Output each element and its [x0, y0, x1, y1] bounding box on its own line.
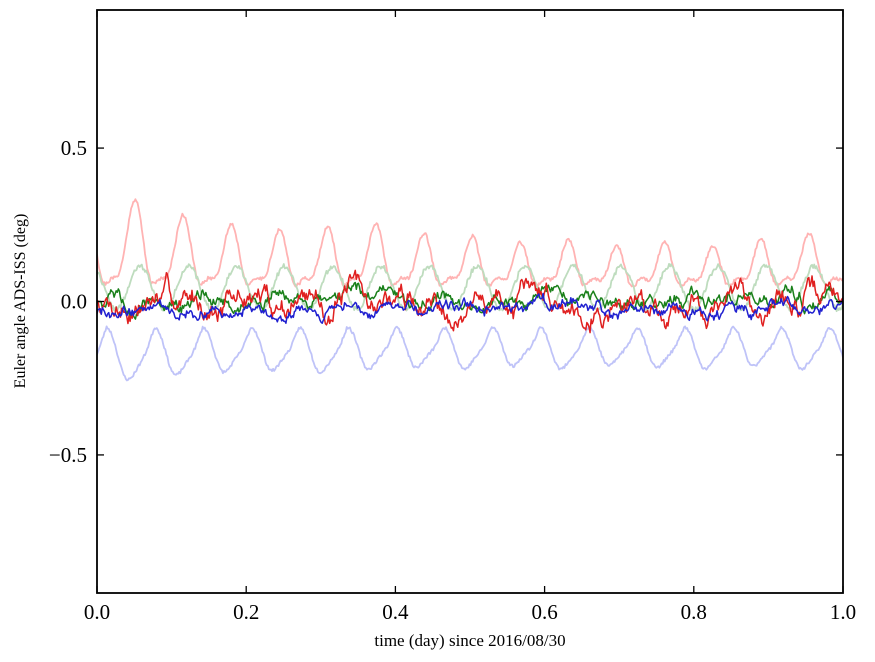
series-euler-angle-1 — [97, 269, 843, 334]
x-tick-label: 0.0 — [84, 600, 110, 624]
series-euler-angle-1-smoothed — [97, 198, 843, 289]
series-euler-angle-2-smoothed — [97, 262, 843, 313]
x-tick-label: 0.8 — [681, 600, 707, 624]
y-tick-label: −0.5 — [49, 443, 87, 467]
y-tick-label: 0.5 — [61, 136, 87, 160]
x-tick-label: 0.2 — [233, 600, 259, 624]
x-tick-label: 0.4 — [382, 600, 409, 624]
x-tick-label: 0.6 — [531, 600, 557, 624]
x-tick-label: 1.0 — [830, 600, 856, 624]
series-euler-angle-3-smoothed — [97, 325, 843, 382]
y-tick-label: 0.0 — [61, 290, 87, 314]
series-euler-angle-3 — [97, 292, 843, 324]
x-axis-label: time (day) since 2016/08/30 — [374, 631, 566, 650]
y-axis-label: Euler angle ADS-ISS (deg) — [12, 213, 29, 389]
